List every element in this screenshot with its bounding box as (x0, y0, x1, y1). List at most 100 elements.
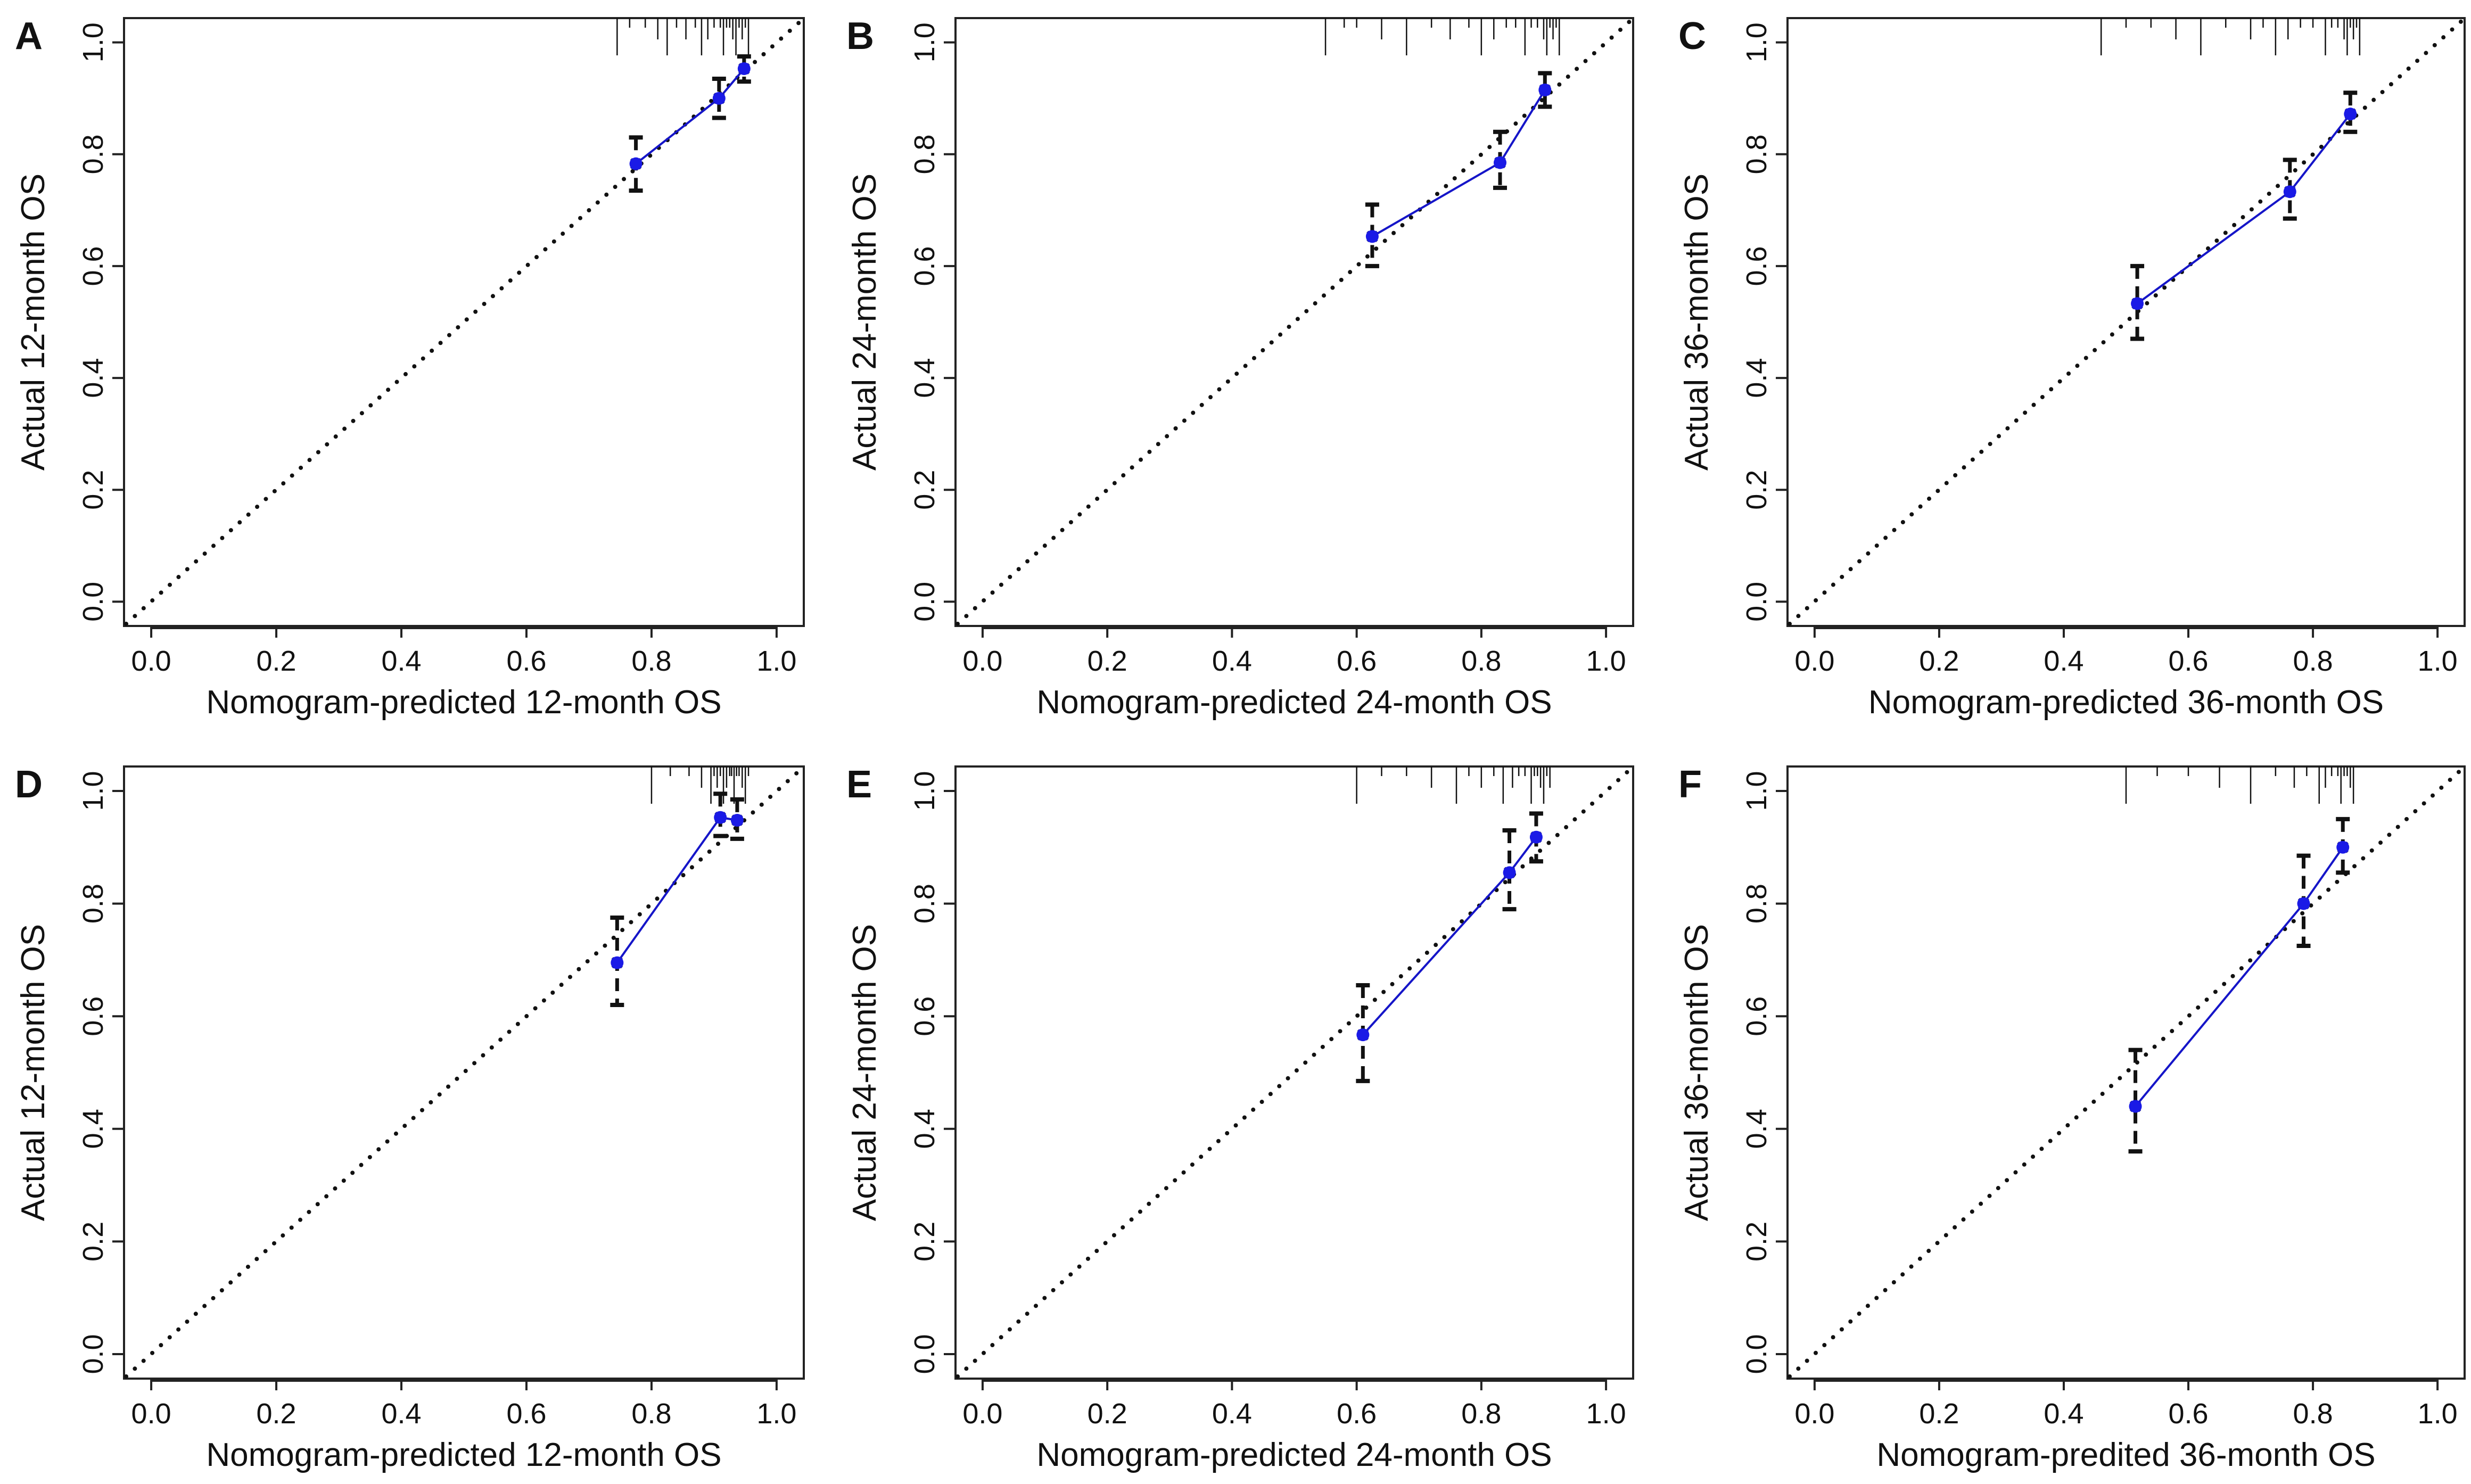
y-axis-label: Actual 24-month OS (846, 174, 883, 471)
x-tick-label: 0.2 (257, 645, 296, 677)
x-tick-label: 1.0 (756, 645, 796, 677)
y-tick-label: 0.4 (1741, 1109, 1773, 1149)
y-tick-label: 0.6 (909, 246, 941, 286)
y-tick-label: 0.2 (909, 1222, 941, 1262)
panel-letter: F (1678, 763, 1702, 806)
ideal-reference-line (1788, 766, 2465, 1379)
x-tick-label: 0.4 (381, 645, 421, 677)
y-tick-label: 0.8 (909, 134, 941, 174)
y-tick-label: 0.8 (909, 884, 941, 924)
x-tick-label: 1.0 (756, 1398, 796, 1430)
y-tick-label: 0.0 (909, 1334, 941, 1374)
panel-e: E 0.0 0.2 0.4 0.6 0.8 1.0 0.0 0.2 0.4 0.6 0.8 1.0 Nom… (846, 763, 1634, 1473)
data-point (2297, 897, 2310, 910)
calibration-line (1371, 89, 1546, 237)
calibration-line (635, 68, 745, 165)
plot-frame (1786, 17, 2466, 627)
calibration-line (2136, 113, 2351, 304)
x-tick-label: 0.0 (131, 1398, 171, 1430)
x-tick-label: 0.6 (1337, 645, 1377, 677)
x-tick-label: 1.0 (2418, 1398, 2458, 1430)
y-tick-label: 0.4 (1741, 358, 1773, 398)
data-point (2283, 185, 2296, 199)
x-tick-label: 0.6 (506, 1398, 546, 1430)
panel-d: D 0.0 0.2 0.4 0.6 0.8 1.0 0.0 0.2 0.4 0.6 0.8 1.0 Nom… (15, 763, 805, 1473)
y-tick-label: 1.0 (909, 22, 941, 62)
data-point (1538, 83, 1552, 96)
x-tick-label: 0.4 (1212, 645, 1252, 677)
panel-letter: C (1678, 15, 1706, 57)
y-tick-label: 0.8 (77, 884, 109, 924)
x-tick-label: 0.4 (381, 1398, 421, 1430)
y-tick-label: 0.0 (77, 1334, 109, 1374)
plot-frame (123, 17, 805, 627)
y-tick-label: 0.6 (1741, 246, 1773, 286)
data-point (611, 956, 624, 969)
ideal-reference-line (1788, 18, 2465, 626)
y-axis-label: Actual 24-month OS (846, 924, 883, 1221)
y-tick-label: 0.6 (909, 996, 941, 1036)
x-tick-label: 0.4 (1212, 1398, 1252, 1430)
y-tick-label: 0.4 (77, 358, 109, 398)
x-axis-label: Nomogram-predicted 12-month OS (206, 1437, 721, 1473)
panel-letter: E (846, 763, 872, 806)
y-tick-label: 0.0 (909, 582, 941, 622)
x-tick-label: 0.8 (1461, 645, 1501, 677)
data-point (2131, 297, 2144, 310)
plot-frame (123, 765, 805, 1380)
x-axis-label: Nomogram-predicted 24-month OS (1036, 684, 1552, 721)
calibration-line (2135, 846, 2344, 1107)
x-tick-label: 0.2 (1919, 1398, 1959, 1430)
x-tick-label: 0.8 (2293, 1398, 2333, 1430)
data-point (1356, 1028, 1370, 1042)
data-point (730, 814, 744, 827)
y-tick-label: 0.0 (77, 582, 109, 622)
plot-frame (954, 17, 1634, 627)
y-tick-label: 0.2 (77, 470, 109, 510)
ideal-reference-line (124, 18, 804, 626)
x-axis-label: Nomogram-predicted 12-month OS (206, 684, 721, 721)
y-tick-label: 0.2 (909, 470, 941, 510)
y-axis-label: Actual 36-month OS (1678, 174, 1715, 471)
x-tick-label: 0.2 (257, 1398, 296, 1430)
data-point (714, 811, 727, 824)
y-tick-label: 1.0 (909, 771, 941, 811)
panel-letter: D (15, 763, 43, 806)
x-tick-label: 0.4 (2044, 645, 2083, 677)
data-point (2336, 840, 2350, 854)
y-tick-label: 0.0 (1741, 1334, 1773, 1374)
y-tick-label: 0.4 (909, 358, 941, 398)
x-axis-label: Nomogram-predited 36-month OS (1876, 1437, 2375, 1473)
data-point (712, 92, 726, 105)
panel-c: C 0.0 0.2 0.4 0.6 0.8 1.0 0.0 0.2 0.4 0.6 0.8 1.0 Nom… (1678, 15, 2466, 721)
y-axis-label: Actual 12-month OS (15, 924, 52, 1221)
plot-frame (954, 765, 1634, 1380)
x-tick-label: 0.6 (506, 645, 546, 677)
y-tick-label: 1.0 (1741, 771, 1773, 811)
data-point (1503, 866, 1516, 879)
y-tick-label: 0.6 (1741, 996, 1773, 1036)
data-point (2344, 108, 2357, 121)
calibration-line (616, 816, 738, 963)
data-point (629, 157, 643, 170)
data-point (737, 62, 751, 76)
panel-b: B 0.0 0.2 0.4 0.6 0.8 1.0 0.0 0.2 0.4 0.6 0.8 1.0 Nom… (846, 15, 1634, 721)
y-tick-label: 0.4 (909, 1109, 941, 1149)
data-point (1493, 156, 1506, 169)
x-axis-label: Nomogram-predicted 36-month OS (1868, 684, 2384, 721)
x-tick-label: 0.8 (631, 645, 671, 677)
x-tick-label: 0.2 (1919, 645, 1959, 677)
x-tick-label: 0.4 (2044, 1398, 2083, 1430)
ideal-reference-line (956, 18, 1633, 626)
panel-letter: B (846, 15, 874, 57)
data-point (1529, 830, 1543, 844)
y-tick-label: 0.2 (77, 1222, 109, 1262)
y-tick-label: 0.2 (1741, 1222, 1773, 1262)
x-tick-label: 0.6 (1337, 1398, 1377, 1430)
y-tick-label: 1.0 (77, 771, 109, 811)
y-tick-label: 0.6 (77, 246, 109, 286)
x-tick-label: 0.0 (962, 645, 1002, 677)
x-tick-label: 0.6 (2168, 1398, 2208, 1430)
y-tick-label: 0.8 (1741, 884, 1773, 924)
